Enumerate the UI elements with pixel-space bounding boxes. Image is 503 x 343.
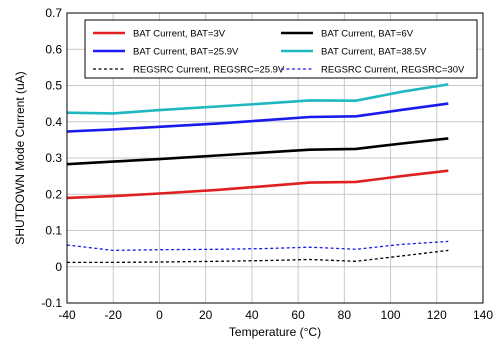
y-tick-label: 0.1 <box>45 224 62 238</box>
legend-label: BAT Current, BAT=25.9V <box>133 47 239 58</box>
series-line-1 <box>66 169 449 200</box>
x-tick-label: 140 <box>473 308 493 322</box>
plot-frame <box>66 12 484 304</box>
x-axis-title: Temperature (°C) <box>229 325 321 339</box>
series-line-6 <box>66 240 449 252</box>
x-tick-label: 120 <box>427 308 447 322</box>
y-tick-label: 0.7 <box>45 6 62 20</box>
y-tick-label: -0.1 <box>41 296 62 310</box>
series-lines <box>66 83 449 264</box>
legend-label: REGSRC Current, REGSRC=25.9V <box>133 65 285 76</box>
series-line-5 <box>67 249 449 264</box>
x-tick-labels: -40 -20 0 20 40 60 80 100 120 140 <box>58 308 493 322</box>
legend-label: BAT Current, BAT=3V <box>133 29 226 40</box>
legend-box <box>84 19 478 79</box>
y-axis-title: SHUTDOWN Mode Current (uA) <box>13 71 27 244</box>
x-tick-label: -40 <box>58 308 76 322</box>
x-tick-label: 20 <box>199 308 213 322</box>
x-tick-label: 100 <box>381 308 401 322</box>
y-tick-label: 0 <box>55 260 62 274</box>
x-tick-label: 80 <box>338 308 352 322</box>
y-tick-label: 0.2 <box>45 187 62 201</box>
y-tick-label: 0.4 <box>45 115 62 129</box>
x-tick-label: 40 <box>245 308 259 322</box>
x-tick-label: 60 <box>291 308 305 322</box>
series-line-2 <box>66 137 449 166</box>
x-tick-label: -20 <box>105 308 123 322</box>
series-line-4 <box>66 83 449 115</box>
x-tick-label: 0 <box>156 308 163 322</box>
y-tick-label: 0.5 <box>45 79 62 93</box>
y-tick-label: 0.3 <box>45 151 62 165</box>
y-tick-labels: -0.1 0 0.1 0.2 0.3 0.4 0.5 0.6 0.7 <box>41 6 62 310</box>
legend-label: BAT Current, BAT=38.5V <box>321 47 427 58</box>
y-tick-label: 0.6 <box>45 42 62 56</box>
legend: BAT Current, BAT=3V BAT Current, BAT=6V BA… <box>84 19 478 79</box>
legend-label: REGSRC Current, REGSRC=30V <box>321 65 465 76</box>
series-line-3 <box>66 102 449 133</box>
legend-label: BAT Current, BAT=6V <box>321 29 414 40</box>
